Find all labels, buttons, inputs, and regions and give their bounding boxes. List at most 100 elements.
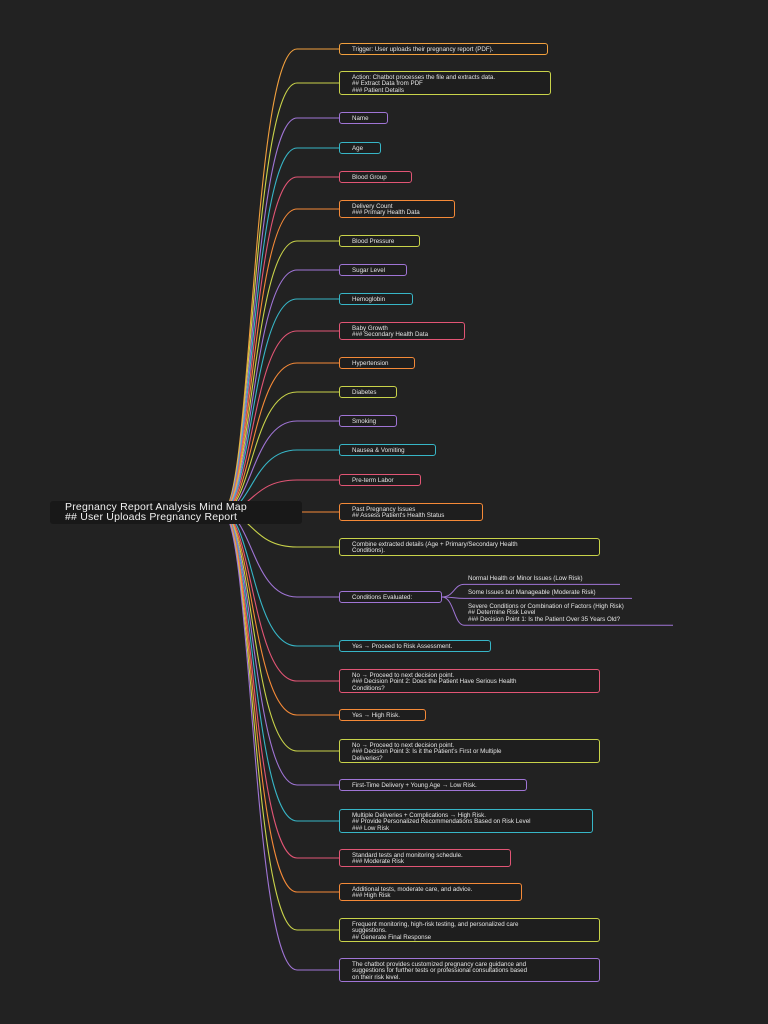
node-text: ## Extract Data from PDF	[352, 80, 423, 88]
mind-map-node[interactable]: Age	[339, 142, 381, 154]
connector-line	[221, 511, 339, 893]
node-text: Standard tests and monitoring schedule.	[352, 852, 463, 859]
connector-line	[221, 362, 339, 513]
mind-map-node[interactable]: The chatbot provides customized pregnanc…	[339, 958, 600, 982]
node-text: Yes → Proceed to Risk Assessment.	[352, 643, 453, 650]
node-text: Trigger: User uploads their pregnancy re…	[352, 46, 494, 53]
node-text: Deliveries?	[352, 754, 383, 762]
connector-line	[221, 82, 339, 513]
mind-map-node[interactable]: Baby Growth ### Secondary Health Data	[339, 322, 465, 340]
mind-map-node[interactable]: Delivery Count ### Primary Health Data	[339, 200, 455, 218]
node-text: First-Time Delivery + Young Age → Low Ri…	[352, 782, 477, 789]
node-text: ### Decision Point 3: Is it the Patient’…	[352, 748, 502, 756]
node-text: Blood Pressure	[352, 238, 395, 245]
mind-map-node[interactable]: Additional tests, moderate care, and adv…	[339, 883, 522, 901]
node-text: Action: Chatbot processes the file and e…	[352, 74, 496, 81]
node-text: ## Assess Patient's Health Status	[352, 512, 445, 520]
mind-map-node[interactable]: Standard tests and monitoring schedule. #…	[339, 849, 511, 867]
node-text: ### High Risk	[352, 892, 391, 900]
node-text: Combine extracted details (Age + Primary…	[352, 541, 518, 548]
node-text: Multiple Deliveries + Complications → Hi…	[352, 812, 486, 819]
condition-child-node[interactable]: Normal Health or Minor Issues (Low Risk)	[468, 575, 583, 582]
mind-map-node[interactable]: Blood Group	[339, 171, 412, 183]
node-text: suggestions.	[352, 927, 387, 935]
root-subtitle: ## User Uploads Pregnancy Report	[65, 511, 238, 523]
node-text: Blood Group	[352, 174, 387, 181]
mind-map-node[interactable]: Hypertension	[339, 357, 415, 369]
mind-map-node[interactable]: First-Time Delivery + Young Age → Low Ri…	[339, 779, 527, 791]
connector-line	[221, 511, 339, 859]
sub-connector-line	[441, 596, 632, 599]
connector-line	[221, 511, 339, 716]
node-text: ### Decision Point 1: Is the Patient Ove…	[468, 615, 621, 623]
node-text: ## Generate Final Response	[352, 933, 432, 941]
root-node[interactable]: Pregnancy Report Analysis Mind Map ## Us…	[50, 501, 302, 524]
node-text: Frequent monitoring, high-risk testing, …	[352, 921, 519, 928]
mind-map-node[interactable]: Pre-term Labor	[339, 474, 421, 486]
mind-map-node[interactable]: Conditions Evaluated:	[339, 591, 442, 603]
node-text: Hypertension	[352, 360, 389, 367]
node-text: suggestions for further tests or profess…	[352, 967, 528, 975]
mind-map-node[interactable]: Sugar Level	[339, 264, 407, 276]
node-text: The chatbot provides customized pregnanc…	[352, 961, 527, 968]
connector-line	[221, 240, 339, 513]
node-text: Nausea & Vomiting	[352, 447, 405, 454]
node-text: Delivery Count	[352, 203, 393, 210]
node-text: Hemoglobin	[352, 296, 386, 303]
node-text: Baby Growth	[352, 325, 388, 332]
mind-map-node[interactable]: Name	[339, 112, 388, 124]
connector-line	[221, 208, 339, 513]
mind-map-node[interactable]: No → Proceed to next decision point. ### …	[339, 739, 600, 763]
mind-map-node[interactable]: Past Pregnancy Issues ## Assess Patient's…	[339, 503, 483, 521]
mind-map-node[interactable]: Combine extracted details (Age + Primary…	[339, 538, 600, 556]
node-text: No → Proceed to next decision point.	[352, 742, 455, 749]
node-text: Smoking	[352, 418, 377, 425]
mind-map-node[interactable]: Blood Pressure	[339, 235, 420, 247]
sub-connector-line	[441, 583, 620, 598]
connector-line	[221, 176, 339, 513]
mind-map-node[interactable]: Yes → Proceed to Risk Assessment.	[339, 640, 491, 652]
node-text: Conditions Evaluated:	[352, 594, 413, 601]
mind-map-node[interactable]: Hemoglobin	[339, 293, 413, 305]
node-text: Additional tests, moderate care, and adv…	[352, 886, 473, 893]
mind-map-node[interactable]: No → Proceed to next decision point. ### …	[339, 669, 600, 693]
mind-map-node[interactable]: Smoking	[339, 415, 397, 427]
node-text: ### Moderate Risk	[352, 858, 404, 866]
node-text: Some Issues but Manageable (Moderate Ris…	[468, 589, 596, 596]
node-text: Sugar Level	[352, 267, 386, 274]
connector-line	[221, 511, 339, 822]
node-text: ## Determine Risk Level	[468, 609, 536, 617]
node-text: Conditions?	[352, 684, 385, 692]
node-text: ### Decision Point 2: Does the Patient H…	[352, 678, 517, 686]
root-title: Pregnancy Report Analysis Mind Map	[65, 501, 247, 513]
sub-connector-line	[441, 596, 673, 626]
node-text: Diabetes	[352, 389, 377, 396]
node-text: on their risk level.	[352, 973, 401, 981]
node-text: Normal Health or Minor Issues (Low Risk)	[468, 575, 583, 582]
mind-map-node[interactable]: Frequent monitoring, high-risk testing, …	[339, 918, 600, 942]
node-text: Age	[352, 145, 364, 152]
condition-child-node[interactable]: Severe Conditions or Combination of Fact…	[468, 603, 624, 623]
connector-line	[221, 147, 339, 513]
connector-line	[221, 511, 339, 931]
node-text: ### Patient Details	[352, 86, 404, 94]
mind-map-node[interactable]: Nausea & Vomiting	[339, 444, 436, 456]
node-text: ### Low Risk	[352, 824, 390, 832]
node-text: No → Proceed to next decision point.	[352, 672, 455, 679]
mind-map-node[interactable]: Trigger: User uploads their pregnancy re…	[339, 43, 548, 55]
mind-map-node[interactable]: Yes → High Risk.	[339, 709, 426, 721]
node-text: ### Secondary Health Data	[352, 331, 429, 339]
node-text: Yes → High Risk.	[352, 712, 400, 719]
connector-line	[221, 298, 339, 513]
node-text: Conditions).	[352, 547, 386, 555]
condition-child-node[interactable]: Some Issues but Manageable (Moderate Ris…	[468, 589, 596, 596]
node-text: Pre-term Labor	[352, 477, 394, 484]
node-text: ## Provide Personalized Recommendations …	[352, 818, 531, 826]
mind-map-node[interactable]: Diabetes	[339, 386, 397, 398]
node-text: Severe Conditions or Combination of Fact…	[468, 603, 624, 610]
mind-map-node[interactable]: Action: Chatbot processes the file and e…	[339, 71, 551, 95]
node-text: Name	[352, 115, 369, 122]
node-text: Past Pregnancy Issues	[352, 506, 416, 513]
mind-map-node[interactable]: Multiple Deliveries + Complications → Hi…	[339, 809, 593, 833]
